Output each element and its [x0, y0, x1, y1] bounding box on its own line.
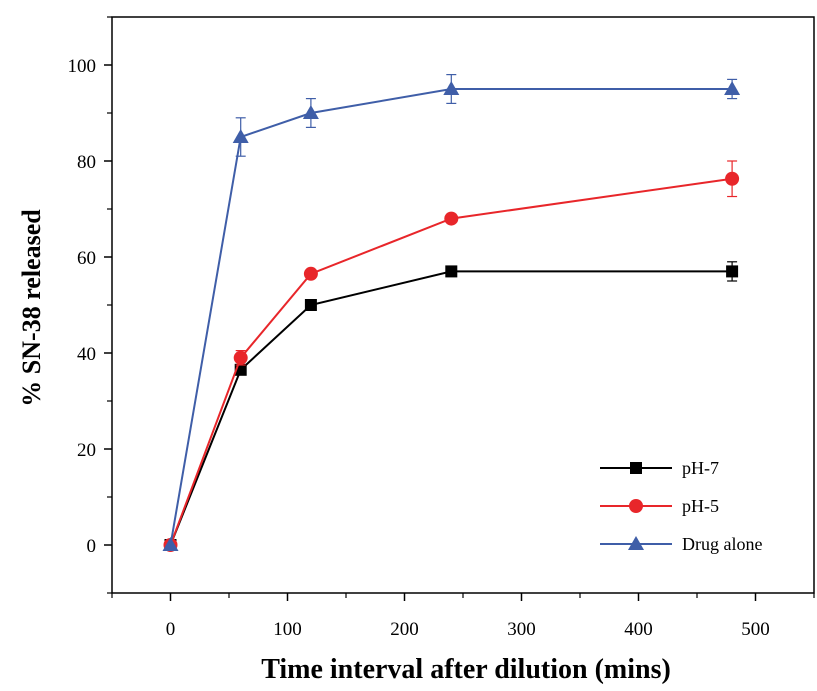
legend-item: pH-5	[600, 496, 719, 516]
data-point	[303, 266, 318, 281]
legend-item: Drug alone	[600, 534, 762, 554]
x-axis-title: Time interval after dilution (mins)	[261, 654, 671, 685]
series-line	[169, 177, 733, 546]
data-point	[304, 299, 317, 311]
x-tick-label: 200	[390, 619, 419, 640]
data-point	[232, 129, 249, 143]
legend-label: pH-7	[682, 458, 719, 478]
x-tick-label: 500	[741, 619, 770, 640]
y-tick-label: 100	[68, 56, 97, 77]
data-point	[725, 171, 740, 186]
axis-ticks: 0 100 200 300 400 500 0 20 40 60 80 100	[68, 16, 815, 640]
data-point	[233, 350, 248, 365]
series-drug-alone	[162, 73, 741, 551]
data-point	[302, 105, 319, 119]
series-layer	[162, 73, 741, 552]
y-tick-label: 60	[77, 248, 96, 269]
series-line	[169, 88, 733, 546]
x-tick-label: 400	[624, 619, 653, 640]
legend-marker	[628, 536, 644, 550]
series-ph-5	[163, 160, 740, 552]
legend-marker	[630, 462, 642, 474]
data-point	[726, 265, 739, 278]
y-tick-label: 80	[77, 152, 96, 173]
data-point	[444, 211, 459, 226]
x-tick-label: 100	[273, 619, 302, 640]
legend-marker	[629, 499, 643, 513]
legend: pH-7 pH-5 Drug alone	[600, 458, 762, 554]
data-point	[724, 81, 741, 95]
legend-label: Drug alone	[682, 534, 762, 554]
data-point	[162, 537, 179, 551]
y-tick-label: 20	[77, 440, 96, 461]
x-tick-label: 300	[507, 619, 536, 640]
legend-label: pH-5	[682, 496, 719, 516]
x-tick-label: 0	[166, 619, 176, 640]
series-ph-7	[164, 261, 739, 551]
data-point	[445, 265, 458, 278]
y-axis-title: % SN-38 released	[17, 209, 46, 407]
data-point	[443, 81, 460, 95]
legend-item: pH-7	[600, 458, 719, 478]
y-tick-label: 40	[77, 344, 96, 365]
series-line	[169, 270, 733, 546]
y-tick-label: 0	[87, 536, 97, 557]
